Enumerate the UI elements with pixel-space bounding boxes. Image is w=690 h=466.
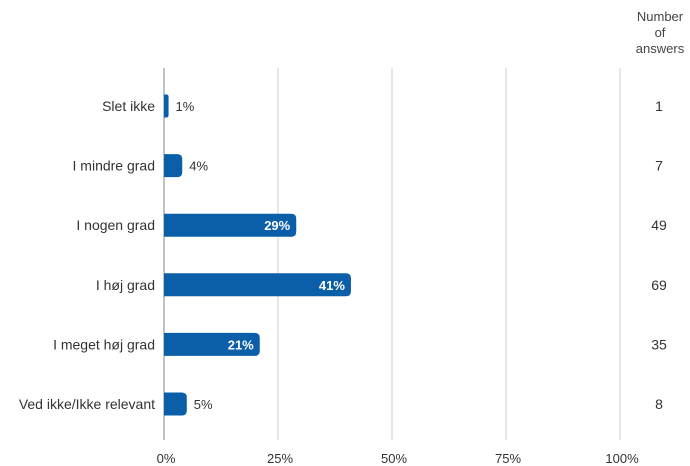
bar	[164, 273, 351, 297]
answer-count: 49	[651, 217, 667, 233]
bar	[164, 94, 169, 118]
value-label: 1%	[176, 99, 195, 114]
x-tick-label: 75%	[495, 451, 521, 466]
answers-header-line-1: Number	[636, 9, 684, 24]
x-tick-label: 0%	[157, 451, 176, 466]
bar	[164, 213, 297, 237]
answers-header-line-2: of	[654, 25, 666, 40]
category-label: I høj grad	[96, 277, 155, 293]
value-label: 4%	[189, 159, 208, 174]
category-label: I meget høj grad	[53, 336, 155, 352]
answer-count: 35	[651, 336, 667, 352]
answer-count: 8	[655, 396, 663, 412]
bar	[164, 332, 260, 356]
x-tick-label: 100%	[605, 451, 639, 466]
answers-column-header: Number of answers	[624, 9, 690, 57]
answer-count: 1	[655, 98, 663, 114]
answers-header-line-3: answers	[635, 41, 685, 56]
value-label: 21%	[228, 337, 254, 352]
category-label: I mindre grad	[73, 158, 155, 174]
answer-count: 69	[651, 277, 667, 293]
value-label: 41%	[319, 278, 345, 293]
category-label: I nogen grad	[76, 217, 155, 233]
value-label: 5%	[194, 397, 213, 412]
x-tick-label: 25%	[267, 451, 293, 466]
category-label: Ved ikke/Ikke relevant	[19, 396, 155, 412]
bar	[164, 154, 183, 178]
category-label: Slet ikke	[102, 98, 155, 114]
value-label: 29%	[264, 218, 290, 233]
x-tick-label: 50%	[381, 451, 407, 466]
answer-count: 7	[655, 158, 663, 174]
bar	[164, 392, 187, 416]
